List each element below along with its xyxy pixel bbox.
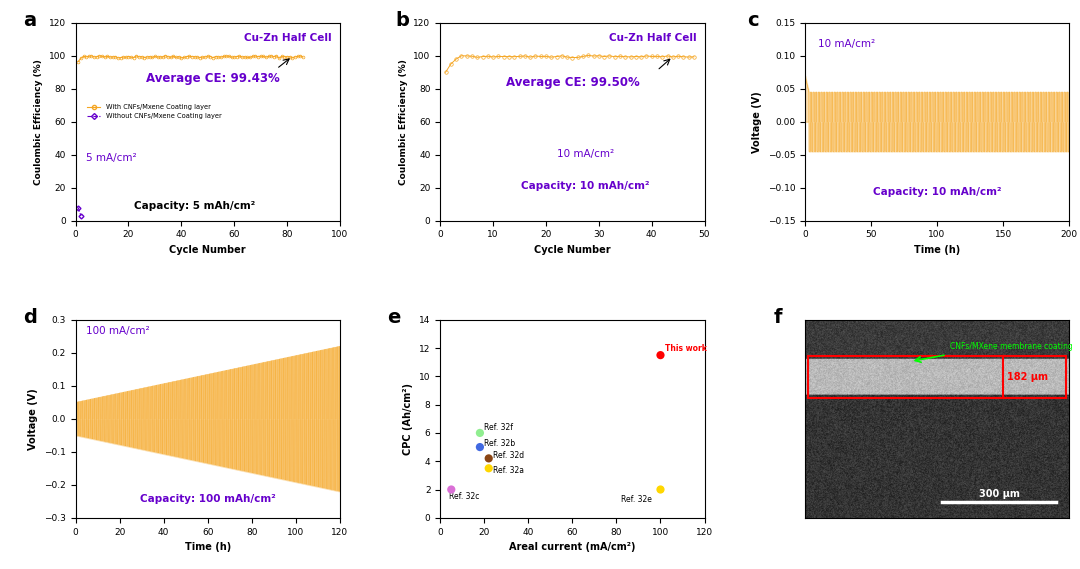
Text: CNFs/MXene membrane coating: CNFs/MXene membrane coating (950, 343, 1074, 352)
Y-axis label: Coulombic Efficiency (%): Coulombic Efficiency (%) (35, 59, 43, 185)
Text: b: b (395, 11, 409, 30)
Text: Ref. 32d: Ref. 32d (494, 451, 524, 460)
X-axis label: Cycle Number: Cycle Number (170, 245, 246, 255)
Text: f: f (773, 308, 782, 327)
Y-axis label: Coulombic Efficiency (%): Coulombic Efficiency (%) (399, 59, 408, 185)
Point (481, 454, 498, 463)
Text: Cu-Zn Half Cell: Cu-Zn Half Cell (244, 32, 332, 43)
Text: a: a (23, 11, 36, 30)
Text: Capacity: 100 mAh/cm²: Capacity: 100 mAh/cm² (139, 494, 275, 504)
Text: 10 mA/cm²: 10 mA/cm² (819, 39, 875, 48)
Text: Capacity: 10 mAh/cm²: Capacity: 10 mAh/cm² (522, 181, 650, 191)
Legend: With CNFs/Mxene Coating layer, Without CNFs/Mxene Coating layer: With CNFs/Mxene Coating layer, Without C… (84, 101, 224, 122)
Text: 100 mA/cm²: 100 mA/cm² (86, 325, 150, 336)
Point (471, 428, 488, 438)
Point (481, 464, 498, 473)
X-axis label: Cycle Number: Cycle Number (535, 245, 610, 255)
Y-axis label: CPC (Ah/cm²): CPC (Ah/cm²) (404, 383, 414, 455)
Text: Ref. 32e: Ref. 32e (621, 495, 651, 504)
Text: 5 mA/cm²: 5 mA/cm² (86, 154, 137, 163)
Text: Capacity: 10 mAh/cm²: Capacity: 10 mAh/cm² (873, 187, 1001, 197)
X-axis label: Time (h): Time (h) (914, 245, 960, 255)
Text: Average CE: 99.50%: Average CE: 99.50% (505, 76, 639, 89)
Point (652, 485, 670, 494)
Point (652, 351, 670, 360)
Text: d: d (23, 308, 37, 327)
Text: Capacity: 5 mAh/cm²: Capacity: 5 mAh/cm² (134, 201, 255, 211)
X-axis label: Time (h): Time (h) (185, 542, 231, 552)
Text: c: c (746, 11, 758, 30)
Bar (809, 356, 1066, 398)
Text: Cu-Zn Half Cell: Cu-Zn Half Cell (609, 32, 697, 43)
Point (443, 485, 460, 494)
Y-axis label: Voltage (V): Voltage (V) (28, 388, 39, 450)
Text: 300 μm: 300 μm (978, 489, 1020, 498)
Text: e: e (388, 308, 401, 327)
Text: 182 μm: 182 μm (1007, 372, 1048, 382)
Point (471, 443, 488, 452)
Text: Ref. 32b: Ref. 32b (484, 439, 515, 448)
Text: Ref. 32a: Ref. 32a (494, 465, 524, 475)
Text: Ref. 32c: Ref. 32c (449, 492, 480, 501)
Text: Average CE: 99.43%: Average CE: 99.43% (146, 72, 280, 85)
Text: This work: This work (665, 344, 706, 353)
Text: Ref. 32f: Ref. 32f (484, 423, 513, 432)
Y-axis label: Voltage (V): Voltage (V) (752, 91, 762, 152)
Text: 10 mA/cm²: 10 mA/cm² (557, 150, 615, 159)
X-axis label: Areal current (mA/cm²): Areal current (mA/cm²) (509, 542, 636, 552)
